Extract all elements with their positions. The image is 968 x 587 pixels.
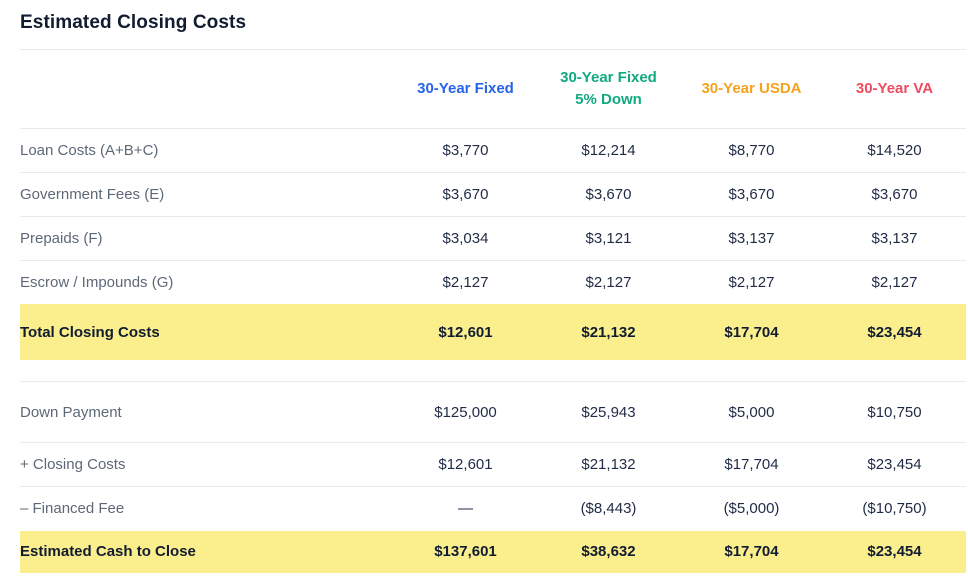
cell-value: — (394, 486, 537, 531)
cell-value: $3,121 (537, 215, 680, 260)
cell-value: $21,132 (537, 442, 680, 487)
title-divider (20, 49, 966, 50)
cell-value: $21,132 (581, 323, 636, 341)
row-label: Estimated Cash to Close (20, 543, 196, 560)
cell-value: $38,632 (581, 543, 636, 560)
row-label: – Financed Fee (20, 486, 394, 531)
estimated-cash-to-close-row: Estimated Cash to Close $137,601 $38,632… (20, 530, 966, 573)
row-label: Escrow / Impounds (G) (20, 259, 394, 304)
cell-value: $125,000 (434, 403, 497, 421)
cell-value: $12,601 (394, 442, 537, 487)
row-label: + Closing Costs (20, 442, 394, 487)
cell-value: $23,454 (823, 442, 966, 487)
cell-value: $12,214 (581, 141, 636, 159)
cell-value: $3,034 (394, 215, 537, 260)
cell-value: ($10,750) (823, 486, 966, 531)
closing-costs-table: 30-Year Fixed 30-Year Fixed 5% Down 30-Y… (20, 50, 966, 360)
cell-value: $14,520 (867, 141, 922, 159)
cell-value: $2,127 (823, 259, 966, 304)
table-row-prepaids: Prepaids (F) $3,034 $3,121 $3,137 $3,137 (20, 215, 966, 260)
row-label: Total Closing Costs (20, 323, 160, 341)
cell-value: $3,770 (442, 141, 489, 159)
cell-value: $23,454 (867, 323, 922, 341)
cell-value: $23,454 (867, 543, 922, 560)
section-gap (20, 360, 966, 381)
cash-to-close-table: Down Payment $125,000 $25,943 $5,000 $10… (20, 381, 966, 573)
row-label: Government Fees (E) (20, 171, 394, 216)
cell-value: $17,704 (724, 543, 779, 560)
cell-value: $12,601 (438, 323, 493, 341)
cell-value: $3,670 (394, 171, 537, 216)
col-header-30-year-va: 30-Year VA (823, 50, 966, 129)
col-header-30-year-usda: 30-Year USDA (680, 50, 823, 129)
table-row-loan-costs: Loan Costs (A+B+C) $3,770 $12,214 $8,770… (20, 128, 966, 172)
table-row-down-payment: Down Payment $125,000 $25,943 $5,000 $10… (20, 382, 966, 443)
cell-value: $17,704 (680, 442, 823, 487)
cell-value: $2,127 (680, 259, 823, 304)
table-row-escrow-impounds: Escrow / Impounds (G) $2,127 $2,127 $2,1… (20, 259, 966, 304)
total-closing-costs-row: Total Closing Costs $12,601 $21,132 $17,… (20, 304, 966, 360)
table-row-plus-closing-costs: + Closing Costs $12,601 $21,132 $17,704 … (20, 442, 966, 487)
cell-value: $17,704 (724, 323, 779, 341)
column-header-row: 30-Year Fixed 30-Year Fixed 5% Down 30-Y… (20, 50, 966, 129)
cell-value: $8,770 (728, 141, 775, 159)
col-header-30-year-fixed-5-down: 30-Year Fixed 5% Down (537, 50, 680, 129)
corner-cell (20, 50, 394, 129)
cell-value: $3,670 (537, 171, 680, 216)
cell-value: $2,127 (394, 259, 537, 304)
cell-value: ($8,443) (537, 486, 680, 531)
cell-value: $2,127 (537, 259, 680, 304)
row-label: Loan Costs (A+B+C) (20, 141, 159, 159)
row-label: Prepaids (F) (20, 215, 394, 260)
cell-value: $3,670 (680, 171, 823, 216)
cell-value: ($5,000) (680, 486, 823, 531)
cell-value: $25,943 (581, 403, 636, 421)
cell-value: $10,750 (867, 403, 922, 421)
cell-value: $3,137 (680, 215, 823, 260)
cell-value: $5,000 (728, 403, 775, 421)
col-header-30-year-fixed: 30-Year Fixed (394, 50, 537, 129)
page-title: Estimated Closing Costs (20, 12, 247, 33)
cell-value: $3,670 (823, 171, 966, 216)
table-row-government-fees: Government Fees (E) $3,670 $3,670 $3,670… (20, 171, 966, 216)
cell-value: $3,137 (823, 215, 966, 260)
cell-value: $137,601 (434, 543, 497, 560)
row-label: Down Payment (20, 403, 122, 421)
table-row-minus-financed-fee: – Financed Fee — ($8,443) ($5,000) ($10,… (20, 486, 966, 531)
